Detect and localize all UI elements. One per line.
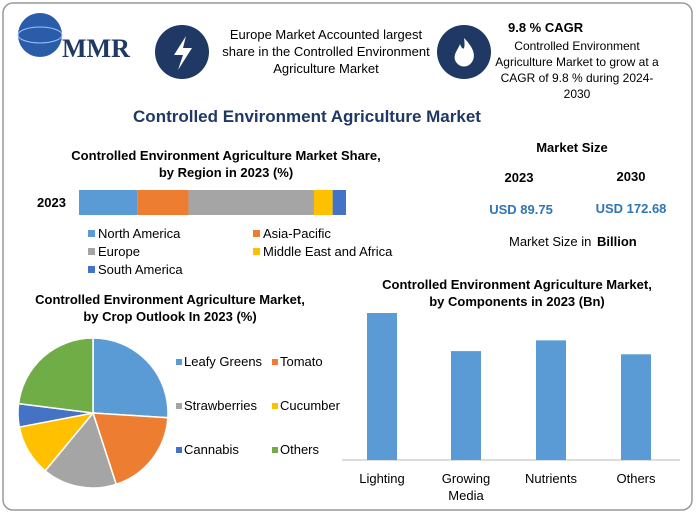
x-tick-label: Lighting [359,471,405,486]
bar-segment [79,190,138,215]
market-unit: Billion [597,234,637,249]
chart-title: Controlled Environment Agriculture Marke… [71,148,381,180]
bar [621,354,651,460]
legend-label: Leafy Greens [184,354,263,369]
pie-slice [92,337,169,419]
logo-globe [18,13,62,57]
legend-label: Cucumber [280,398,340,413]
legend-swatch [88,230,95,237]
category-label: 2023 [37,195,66,210]
logo-text: MMR [62,34,130,63]
logo-ring [17,26,63,44]
legend-swatch [176,447,182,453]
legend-swatch [272,403,278,409]
legend-label: Tomato [280,354,323,369]
chart-title: Controlled Environment Agriculture Marke… [382,277,652,309]
bar-segment [332,190,346,215]
legend-swatch [176,403,182,409]
legend-swatch [253,248,260,255]
legend-label: Strawberries [184,398,257,413]
market-note: Market Size in [509,234,592,249]
main-title: Controlled Environment Agriculture Marke… [133,107,481,126]
market-value: USD 172.68 [595,201,667,216]
market-size-title: Market Size [536,140,608,155]
legend-label: Others [280,442,320,457]
cagr-title: 9.8 % CAGR [508,20,584,35]
x-tick-label: Others [616,471,656,486]
cagr-text: Controlled Environment Agriculture Marke… [495,39,659,101]
pie-slice [44,411,118,489]
legend-swatch [272,359,278,365]
pie-slice [17,337,94,414]
info-text: Europe Market Accounted largest share in… [222,27,430,76]
bar-segment [313,190,333,215]
year: 2023 [504,170,534,185]
pie-slice [91,412,169,486]
chart-title: Controlled Environment Agriculture Marke… [35,292,305,324]
bar [451,351,481,460]
bar [536,340,566,460]
legend-label: North America [98,226,181,241]
x-tick-label: Growing Media [441,471,491,503]
legend-swatch [253,230,260,237]
year: 2030 [616,169,646,184]
bolt-glyph [174,36,192,70]
legend-swatch [272,447,278,453]
legend-swatch [88,248,95,255]
legend-swatch [88,266,95,273]
legend-label: Asia-Pacific [263,226,331,241]
market-value: USD 89.75 [489,202,553,217]
bar-segment [188,190,314,215]
flame-glyph [454,38,474,67]
legend-swatch [176,359,182,365]
legend-label: South America [98,262,183,277]
legend-label: Cannabis [184,442,239,457]
x-tick-label: Nutrients [524,471,578,486]
legend-label: Europe [98,244,140,259]
legend-label: Middle East and Africa [263,244,393,259]
bar [367,313,397,460]
bar-segment [137,190,189,215]
